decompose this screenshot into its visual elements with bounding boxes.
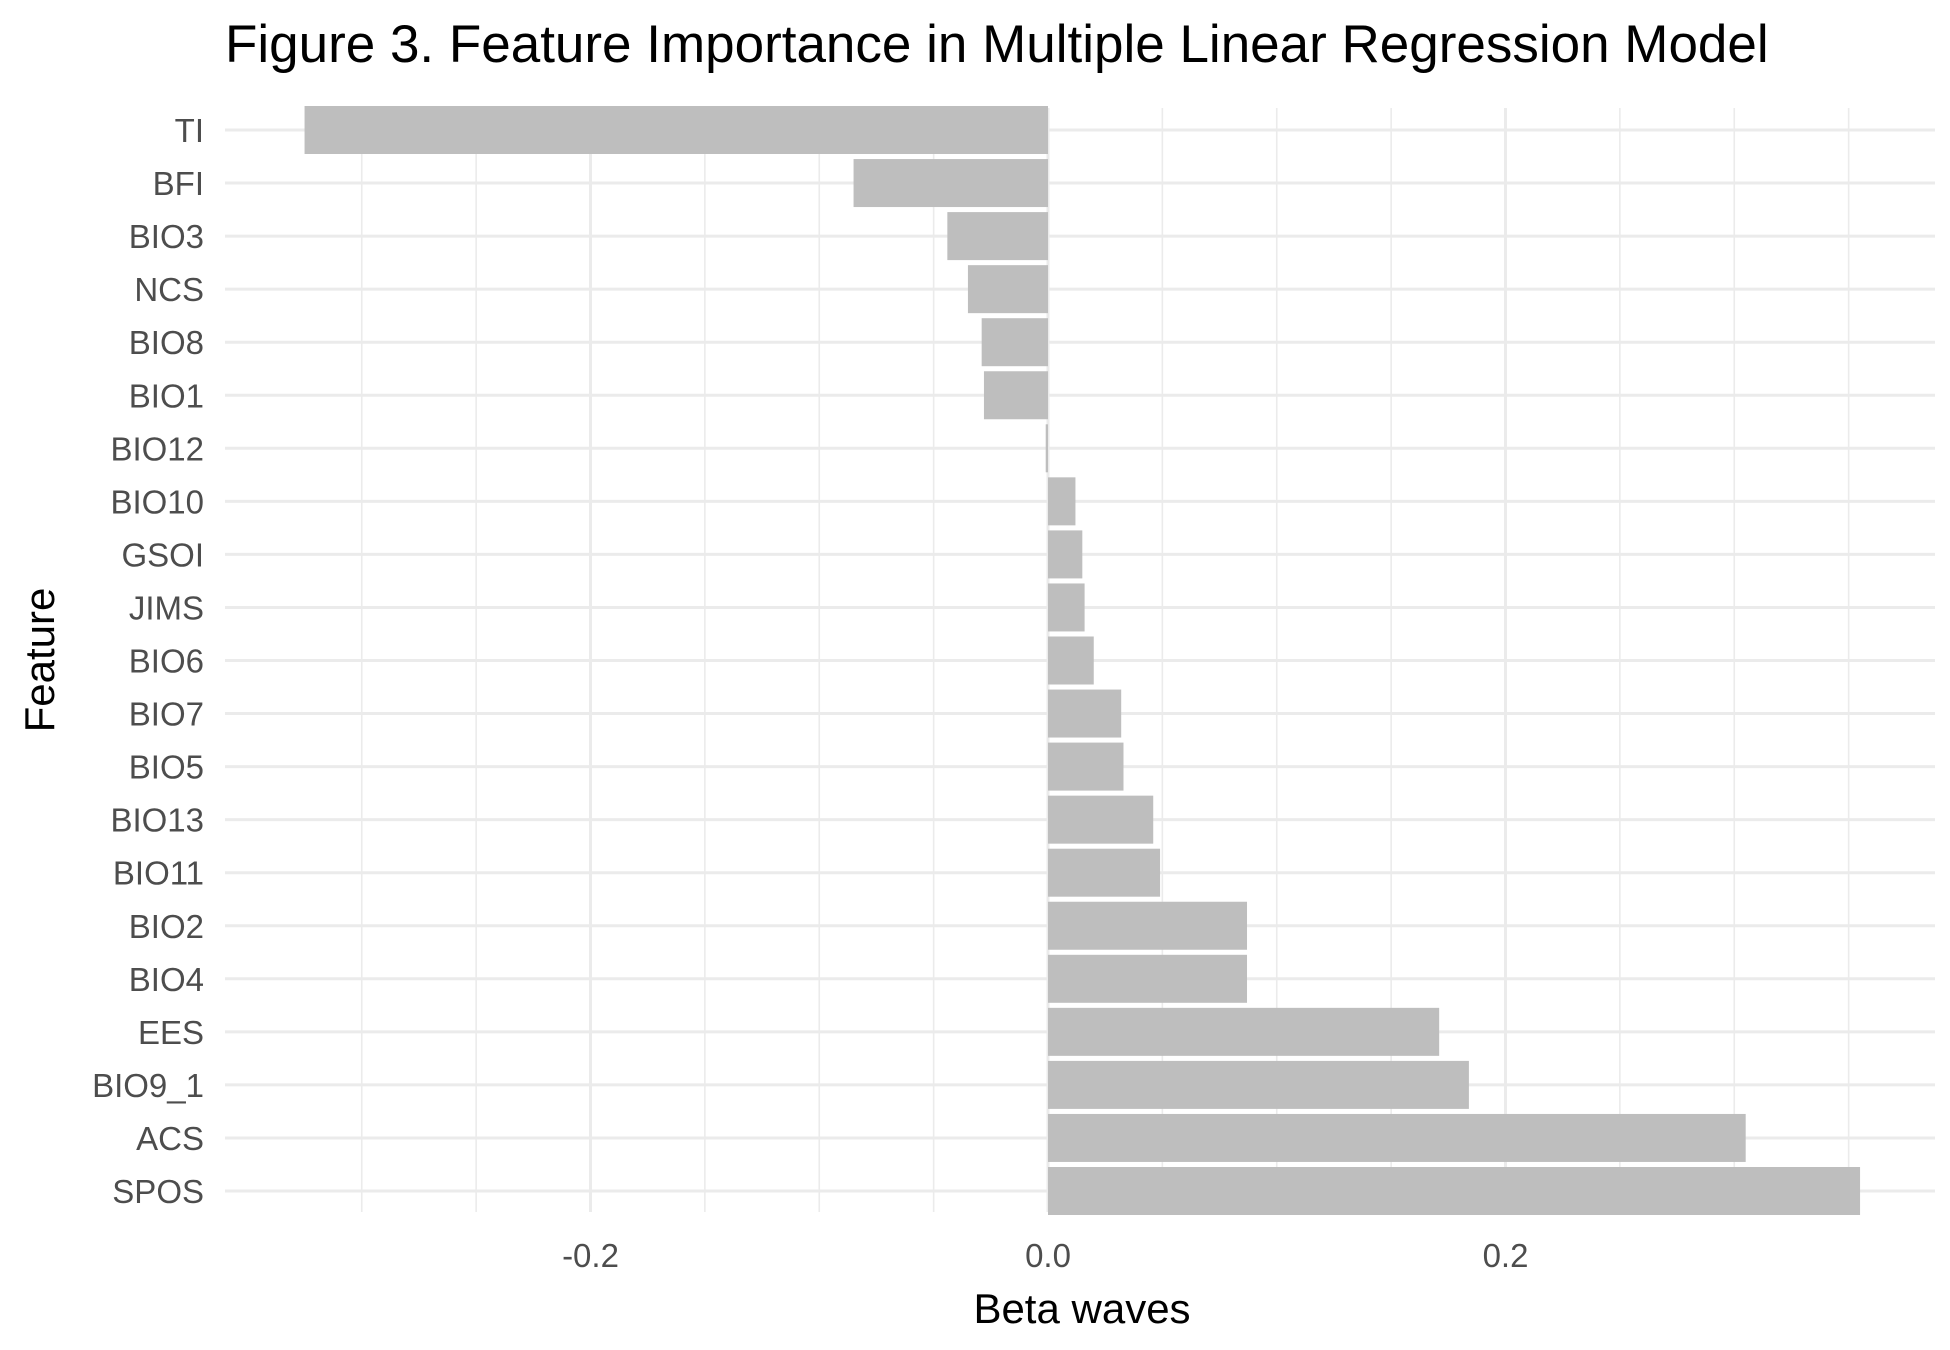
bar-bio4 — [1048, 954, 1248, 1003]
bar-bio1 — [983, 371, 1048, 420]
y-tick-label: NCS — [134, 271, 204, 308]
x-tick-label: 0.2 — [1483, 1237, 1529, 1274]
y-axis-title: Feature — [16, 588, 63, 733]
bar-bio10 — [1048, 477, 1076, 526]
y-tick-label: BIO2 — [129, 908, 204, 945]
x-axis-tick-labels: -0.2 0.0 0.2 — [562, 1237, 1528, 1274]
y-tick-label: BIO3 — [129, 218, 204, 255]
y-tick-label: GSOI — [121, 536, 204, 573]
y-tick-label: BIO13 — [110, 802, 204, 839]
y-axis-tick-labels: TI BFI BIO3 NCS BIO8 BIO1 BIO12 BIO10 GSOI JIMS BI… — [92, 112, 204, 1210]
y-tick-label: ACS — [136, 1120, 204, 1157]
bar-bio9-1 — [1048, 1060, 1469, 1109]
y-tick-label: BIO7 — [129, 696, 204, 733]
bar-bio8 — [981, 318, 1048, 367]
bar-bio11 — [1048, 848, 1161, 897]
y-tick-label: BIO9_1 — [92, 1067, 204, 1104]
y-tick-label: BIO6 — [129, 643, 204, 680]
y-tick-label: BFI — [153, 165, 204, 202]
y-tick-label: BIO11 — [113, 855, 204, 892]
bar-acs — [1048, 1113, 1746, 1162]
bar-ees — [1048, 1007, 1440, 1056]
y-tick-label: TI — [175, 112, 204, 149]
y-tick-label: BIO10 — [110, 483, 204, 520]
bar-ncs — [967, 265, 1048, 314]
y-tick-label: BIO5 — [129, 749, 204, 786]
y-tick-label: SPOS — [112, 1173, 204, 1210]
x-tick-label: 0.0 — [1025, 1237, 1071, 1274]
chart-title: Figure 3. Feature Importance in Multiple… — [225, 15, 1769, 74]
y-tick-label: EES — [138, 1014, 204, 1051]
bar-bio5 — [1048, 742, 1124, 791]
bar-gsoi — [1048, 530, 1083, 579]
bars — [304, 106, 1861, 1215]
y-tick-label: BIO8 — [129, 324, 204, 361]
bar-jims — [1048, 583, 1085, 632]
bar-bio12 — [1045, 424, 1048, 473]
y-tick-label: JIMS — [129, 589, 204, 626]
bar-bfi — [853, 159, 1048, 208]
bar-spos — [1048, 1167, 1861, 1215]
bar-bio7 — [1048, 689, 1122, 738]
bar-bio2 — [1048, 901, 1248, 950]
bar-bio13 — [1048, 795, 1154, 844]
y-tick-label: BIO1 — [129, 377, 204, 414]
y-tick-label: BIO12 — [110, 430, 204, 467]
x-tick-label: -0.2 — [562, 1237, 619, 1274]
bar-bio6 — [1048, 636, 1094, 685]
bar-bio3 — [947, 212, 1048, 261]
bar-ti — [304, 106, 1048, 154]
y-tick-label: BIO4 — [129, 961, 204, 998]
x-axis-title: Beta waves — [973, 1285, 1190, 1332]
